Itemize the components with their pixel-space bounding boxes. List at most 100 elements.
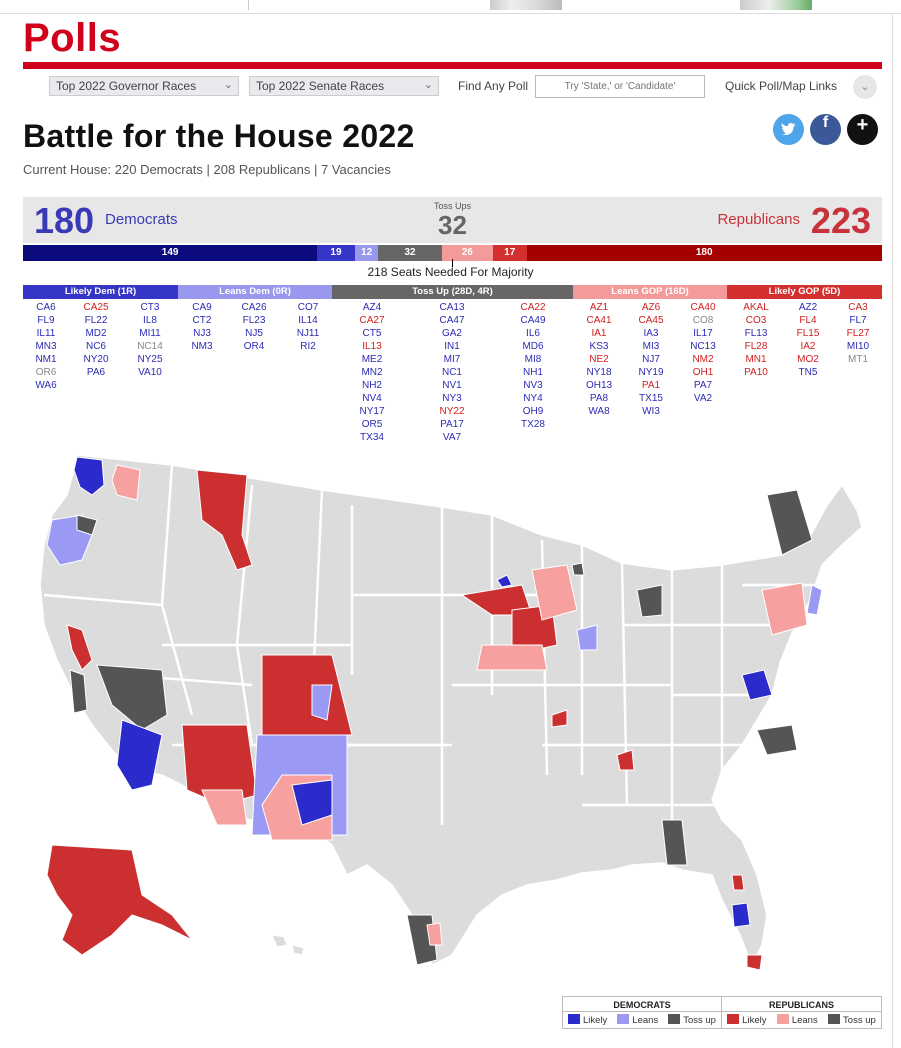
race-link[interactable]: NY20 <box>83 354 109 365</box>
race-link[interactable]: NE2 <box>589 354 609 365</box>
race-link[interactable]: AZ6 <box>641 302 661 313</box>
ad-thumbnail[interactable] <box>490 0 562 10</box>
poll-search-input[interactable] <box>535 75 705 98</box>
race-link[interactable]: TX34 <box>360 432 384 443</box>
race-link[interactable]: OR5 <box>361 419 383 430</box>
race-link[interactable]: PA7 <box>693 380 713 391</box>
race-link[interactable]: PA1 <box>641 380 661 391</box>
race-link[interactable]: MI3 <box>642 341 660 352</box>
race-link[interactable]: NC1 <box>441 367 462 378</box>
race-link[interactable]: WI3 <box>642 406 660 417</box>
district-co[interactable] <box>311 684 333 721</box>
race-link[interactable]: TN5 <box>798 367 818 378</box>
race-link[interactable]: CA47 <box>439 315 465 326</box>
race-link[interactable]: IA3 <box>643 328 659 339</box>
race-link[interactable]: CA45 <box>638 315 664 326</box>
race-link[interactable]: CO7 <box>297 302 319 313</box>
race-link[interactable]: NV3 <box>523 380 543 391</box>
district-wa[interactable] <box>73 456 105 496</box>
race-link[interactable]: KS3 <box>589 341 609 352</box>
race-link[interactable]: IL8 <box>143 315 157 326</box>
race-link[interactable]: NY3 <box>442 393 462 404</box>
race-link[interactable]: IA2 <box>800 341 816 352</box>
district-or[interactable] <box>76 514 98 536</box>
race-link[interactable]: FL28 <box>744 341 768 352</box>
race-link[interactable]: AZ2 <box>798 302 818 313</box>
district-nj[interactable] <box>806 584 823 616</box>
race-link[interactable]: FL15 <box>796 328 820 339</box>
race-link[interactable]: PA17 <box>440 419 464 430</box>
race-link[interactable]: IN1 <box>444 341 460 352</box>
more-share-button[interactable]: + <box>847 114 878 145</box>
race-link[interactable]: NJ5 <box>245 328 263 339</box>
district-wi[interactable] <box>531 564 578 621</box>
race-link[interactable]: MT1 <box>848 354 868 365</box>
race-link[interactable]: GA2 <box>441 328 462 339</box>
race-link[interactable]: PA8 <box>589 393 609 404</box>
race-link[interactable]: TX28 <box>521 419 545 430</box>
district-mn[interactable] <box>496 574 513 588</box>
district-mi[interactable] <box>576 624 598 651</box>
race-link[interactable]: CO3 <box>745 315 767 326</box>
senate-races-select[interactable]: Top 2022 Senate Races ⌄ <box>249 76 439 96</box>
race-link[interactable]: IL17 <box>693 328 713 339</box>
race-link[interactable]: NC6 <box>85 341 106 352</box>
race-link[interactable]: MD6 <box>522 341 544 352</box>
race-link[interactable]: WA8 <box>588 406 610 417</box>
race-link[interactable]: CO8 <box>692 315 714 326</box>
race-link[interactable]: VA10 <box>138 367 162 378</box>
race-link[interactable]: VA2 <box>693 393 713 404</box>
race-link[interactable]: CT3 <box>140 302 160 313</box>
race-link[interactable]: NV1 <box>442 380 462 391</box>
race-link[interactable]: NM1 <box>35 354 57 365</box>
race-link[interactable]: MI11 <box>139 328 161 339</box>
ad-thumbnail[interactable] <box>740 0 812 10</box>
race-link[interactable]: NM2 <box>692 354 714 365</box>
quick-links-menu[interactable]: Quick Poll/Map Links <box>725 79 838 93</box>
race-link[interactable]: CA13 <box>439 302 465 313</box>
race-link[interactable]: IL6 <box>526 328 540 339</box>
race-link[interactable]: NH1 <box>522 367 543 378</box>
race-link[interactable]: RI2 <box>300 341 316 352</box>
district-il[interactable] <box>476 644 548 671</box>
race-link[interactable]: AKAL <box>743 302 769 313</box>
race-link[interactable]: ME2 <box>361 354 383 365</box>
race-link[interactable]: FL4 <box>799 315 817 326</box>
race-link[interactable]: IL11 <box>36 328 56 339</box>
us-base-shape[interactable] <box>39 454 863 967</box>
race-link[interactable]: NY25 <box>137 354 163 365</box>
race-link[interactable]: OH9 <box>522 406 544 417</box>
race-link[interactable]: FL22 <box>84 315 108 326</box>
race-link[interactable]: PA10 <box>744 367 768 378</box>
race-link[interactable]: NY18 <box>586 367 612 378</box>
site-logo[interactable]: Polls <box>23 16 122 60</box>
district-ca[interactable] <box>66 624 93 671</box>
race-link[interactable]: MN2 <box>361 367 383 378</box>
race-link[interactable]: CA3 <box>848 302 868 313</box>
district-mi[interactable] <box>636 584 663 618</box>
race-link[interactable]: FL9 <box>37 315 55 326</box>
district-tn[interactable] <box>616 749 635 771</box>
race-link[interactable]: CA49 <box>520 315 546 326</box>
race-link[interactable]: NY4 <box>523 393 543 404</box>
race-link[interactable]: MN3 <box>35 341 57 352</box>
race-link[interactable]: NJ3 <box>193 328 211 339</box>
race-link[interactable]: NM3 <box>191 341 213 352</box>
district-nc[interactable] <box>756 724 798 756</box>
facebook-share-button[interactable]: f <box>810 114 841 145</box>
hawaii-shape[interactable] <box>291 944 305 956</box>
race-link[interactable]: NY22 <box>439 406 465 417</box>
race-link[interactable]: PA6 <box>86 367 106 378</box>
race-link[interactable]: NJ11 <box>296 328 320 339</box>
race-link[interactable]: NH2 <box>361 380 382 391</box>
governor-races-select[interactable]: Top 2022 Governor Races ⌄ <box>49 76 239 96</box>
district-me[interactable] <box>766 489 813 556</box>
race-link[interactable]: NV4 <box>362 393 382 404</box>
chevron-down-icon[interactable]: ⌄ <box>853 75 877 99</box>
district-fl[interactable] <box>731 874 745 891</box>
district-wa[interactable] <box>111 464 141 501</box>
race-link[interactable]: CT2 <box>192 315 212 326</box>
race-link[interactable]: IA1 <box>591 328 607 339</box>
race-link[interactable]: AZ4 <box>362 302 382 313</box>
race-link[interactable]: CA40 <box>690 302 716 313</box>
